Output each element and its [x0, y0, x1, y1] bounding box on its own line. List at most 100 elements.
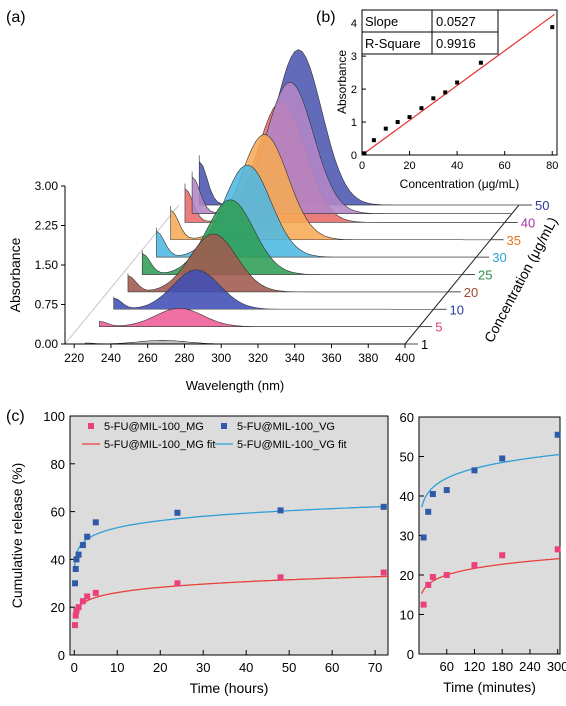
x-tick-label: 260 [138, 351, 158, 365]
data-point [92, 589, 99, 596]
y-tick-label: 3 [351, 51, 357, 63]
data-point [75, 604, 82, 611]
y-tick-label: 0.75 [35, 298, 59, 312]
y-tick-label: 1 [351, 117, 357, 129]
stats-value: 0.0527 [436, 14, 476, 29]
x-tick-label: 120 [464, 659, 486, 674]
data-point [419, 106, 424, 111]
x-axis-label: Time (hours) [190, 680, 269, 696]
x-tick-label: 360 [321, 351, 341, 365]
x-tick-label: 40 [239, 660, 253, 675]
y-tick-label: 20 [51, 600, 65, 615]
x-tick-label: 400 [395, 351, 415, 365]
data-point [92, 519, 99, 526]
data-point [499, 552, 506, 559]
data-point [79, 542, 86, 549]
chart-b-calibration: 0 20 40 60 80 0 1 2 3 4 Concentration (μg/mL) Absor… [335, 9, 558, 191]
y-tick-label: 2 [351, 84, 357, 96]
y-axis-label: Absorbance [7, 237, 23, 312]
data-point [554, 546, 561, 553]
y-tick-label: 3.00 [35, 179, 59, 193]
data-point [395, 120, 400, 125]
x-axis-label: Concentration (μg/mL) [400, 177, 520, 191]
data-point [420, 601, 427, 608]
data-point [277, 574, 284, 581]
data-point [174, 580, 181, 587]
x-tick-label: 240 [519, 659, 541, 674]
data-point [84, 533, 91, 540]
concentration-label-35: 35 [507, 233, 521, 248]
concentration-label-20: 20 [464, 285, 478, 300]
concentration-label-1: 1 [421, 337, 428, 352]
x-tick-label: 60 [325, 660, 339, 675]
x-tick-label: 50 [282, 660, 296, 675]
x-tick-label: 300 [547, 659, 566, 674]
data-point [73, 556, 80, 563]
concentration-label-50: 50 [535, 198, 549, 213]
x-tick-label: 30 [196, 660, 210, 675]
y-tick-label: 60 [51, 505, 65, 520]
y-tick-label: 60 [400, 410, 414, 425]
fit-line [361, 13, 555, 156]
x-tick-label: 40 [451, 160, 463, 172]
data-point [72, 565, 79, 572]
panel-label-b: (b) [316, 9, 336, 26]
x-tick-label: 60 [499, 160, 511, 172]
data-point [471, 562, 478, 569]
legend-marker [221, 423, 227, 429]
x-tick-label: 220 [64, 351, 84, 365]
concentration-label-30: 30 [492, 250, 506, 265]
plot-area [418, 416, 561, 655]
legend-entry: 5-FU@MIL-100_MG fit [104, 439, 215, 451]
data-point [371, 138, 376, 143]
x-tick-label: 300 [211, 351, 231, 365]
legend-entry: 5-FU@MIL-100_VG [237, 421, 335, 433]
y-tick-label: 0 [351, 150, 357, 162]
y-tick-label: 0 [58, 648, 65, 663]
data-point [429, 491, 436, 498]
fit-curve [421, 453, 561, 508]
data-point [383, 126, 388, 131]
x-tick-label: 20 [153, 660, 167, 675]
y-tick-label: 1.50 [35, 258, 59, 272]
data-point [425, 581, 432, 588]
x-tick-label: 340 [285, 351, 305, 365]
y-tick-label: 30 [400, 529, 414, 544]
x-tick-label: 0 [71, 660, 78, 675]
spectrum-1 [84, 339, 405, 345]
panel-label-a: (a) [6, 9, 26, 26]
chart-c-release-hours: 0 10 20 30 40 50 60 70 0 20 40 60 80 100 Time (hours) C… [9, 409, 389, 696]
y-tick-label: 100 [43, 409, 65, 424]
chart-c-release-minutes: 60 120 180 240 300 0 10 20 30 40 50 60 Time (minutes… [400, 410, 566, 695]
x-axis-label: Time (minutes) [443, 679, 536, 695]
y-tick-label: 4 [351, 18, 357, 30]
data-point [478, 60, 483, 65]
legend-entry: 5-FU@MIL-100_VG fit [237, 439, 347, 451]
concentration-label-40: 40 [521, 215, 535, 230]
y-tick-label: 2.25 [35, 219, 59, 233]
spectrum-5 [99, 307, 420, 327]
data-point [429, 573, 436, 580]
data-point [550, 25, 555, 30]
data-point [72, 622, 79, 629]
data-point [380, 503, 387, 510]
concentration-label-5: 5 [435, 320, 442, 335]
y-axis-label: Absorbance [335, 50, 349, 114]
fit-curve [74, 575, 389, 619]
x-tick-label: 380 [358, 351, 378, 365]
data-point [471, 467, 478, 474]
y-axis-label: Cumulative release (%) [9, 463, 25, 609]
data-point [75, 551, 82, 558]
y-tick-label: 40 [51, 552, 65, 567]
x-tick-label: 180 [491, 659, 513, 674]
data-point [443, 572, 450, 578]
x-tick-label: 80 [546, 160, 558, 172]
plot-area [69, 415, 389, 656]
data-point [407, 115, 412, 120]
data-point [455, 80, 460, 85]
y-tick-label: 0 [407, 647, 414, 662]
stats-label: Slope [365, 14, 398, 29]
floor-left-edge [64, 204, 180, 345]
data-point [73, 607, 80, 614]
